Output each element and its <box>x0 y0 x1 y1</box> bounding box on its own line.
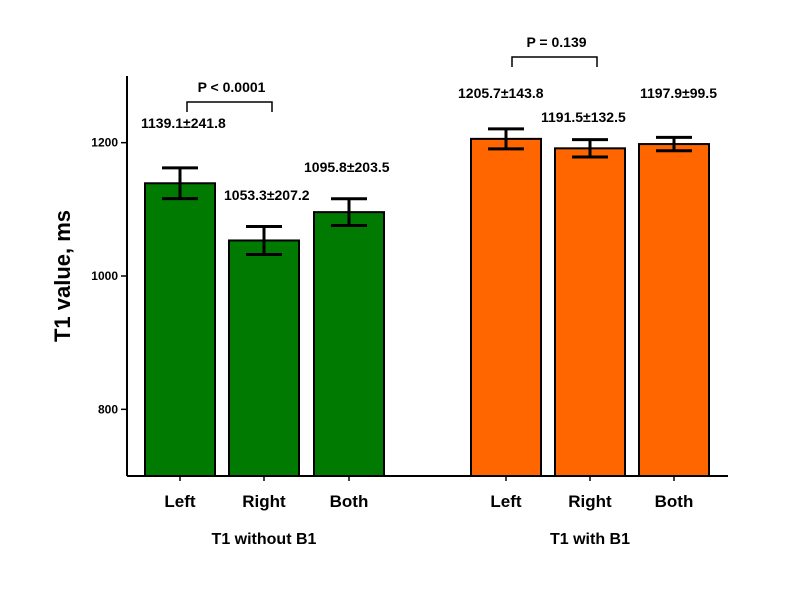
x-tick-label: Both <box>655 492 694 511</box>
x-tick-label: Right <box>568 492 612 511</box>
data-label: 1139.1±241.8 <box>141 115 226 131</box>
bar-with-b1-left <box>470 137 542 477</box>
x-tick-label: Left <box>164 492 196 511</box>
y-tick-label: 800 <box>98 402 118 416</box>
bar-with-b1-both <box>638 143 710 477</box>
data-label: 1053.3±207.2 <box>224 187 310 203</box>
group-label: T1 without B1 <box>212 531 317 548</box>
group-label: T1 with B1 <box>550 531 630 548</box>
data-label: 1191.5±132.5 <box>541 109 626 125</box>
y-tick-label: 1000 <box>91 269 118 283</box>
bars <box>144 127 710 477</box>
p-value-label: P < 0.0001 <box>198 79 266 95</box>
significance-bracket <box>511 56 598 67</box>
x-tick-label: Right <box>242 492 286 511</box>
data-label: 1197.9±99.5 <box>640 85 717 101</box>
p-value-label: P = 0.139 <box>526 34 586 50</box>
data-label: 1095.8±203.5 <box>304 159 390 175</box>
axes: 800 1000 1200 <box>91 76 728 481</box>
labels: Left Right Both T1 without B1 Left Right Both T… <box>141 34 717 548</box>
x-tick-label: Both <box>330 492 369 511</box>
bar-with-b1-right <box>554 147 626 477</box>
data-label: 1205.7±143.8 <box>458 85 544 101</box>
x-tick-label: Left <box>490 492 522 511</box>
bar-without-b1-left <box>144 182 216 477</box>
bar-without-b1-right <box>228 239 300 477</box>
y-tick-label: 1200 <box>91 136 118 150</box>
y-axis-label: T1 value, ms <box>50 210 75 342</box>
significance-bracket <box>186 101 273 112</box>
bar-without-b1-both <box>313 211 385 477</box>
